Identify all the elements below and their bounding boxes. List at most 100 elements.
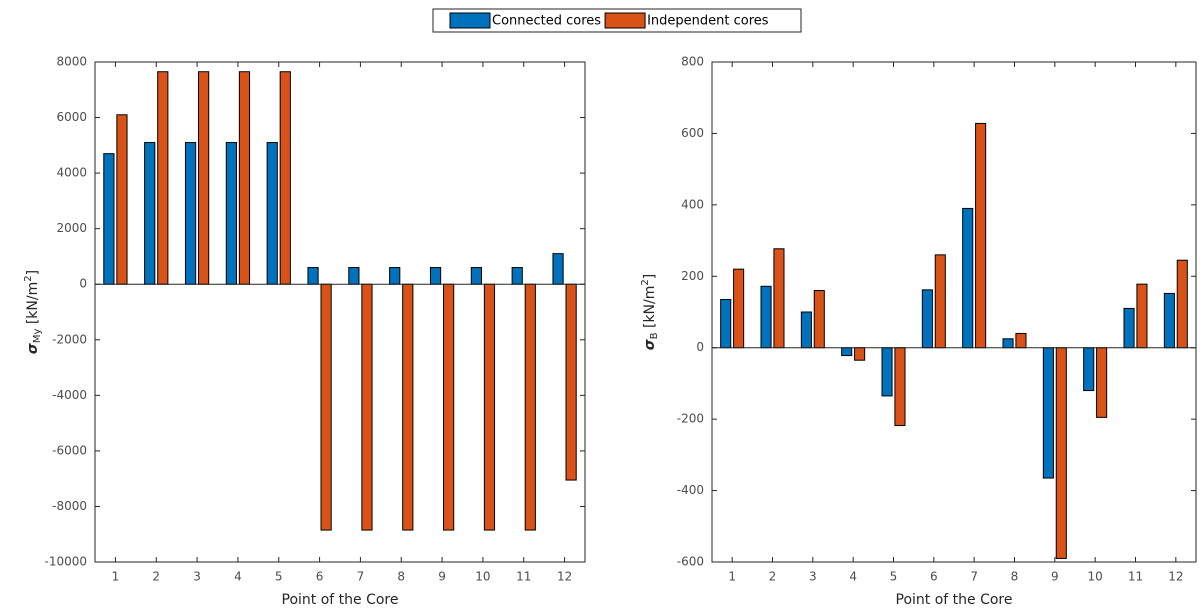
bar: [934, 254, 946, 349]
bar: [470, 267, 482, 285]
legend-label: Connected cores: [492, 14, 601, 29]
x-tick-label: 10: [475, 570, 490, 584]
y-label-unit: [kN/m: [25, 282, 41, 329]
bar: [894, 347, 906, 427]
y-tick-label: 4000: [56, 166, 87, 180]
bar: [443, 283, 455, 531]
x-tick-label: 10: [1088, 570, 1103, 584]
bar: [720, 299, 732, 349]
bar: [841, 347, 853, 357]
bar: [962, 207, 974, 349]
plot-area: [95, 62, 585, 562]
bar: [1015, 332, 1027, 349]
x-tick-label: 8: [1011, 570, 1019, 584]
bar: [921, 289, 933, 349]
x-tick-label: 6: [930, 570, 938, 584]
x-tick-label: 2: [769, 570, 777, 584]
y-tick-label: 400: [681, 197, 704, 211]
bar: [157, 71, 169, 285]
y-label-subscript: B: [649, 332, 660, 339]
y-tick-label: -8000: [52, 499, 87, 513]
bar: [184, 142, 197, 285]
bar: [1163, 292, 1175, 349]
y-tick-label: 8000: [56, 55, 87, 69]
y-tick-label: 800: [681, 55, 704, 69]
x-tick-label: 8: [397, 570, 405, 584]
bar: [144, 142, 156, 285]
bar: [1136, 283, 1148, 349]
bar: [279, 71, 291, 285]
x-tick-label: 9: [1051, 570, 1059, 584]
y-tick-label: 600: [681, 126, 704, 140]
bar: [975, 122, 987, 349]
x-axis-label: Point of the Core: [896, 592, 1013, 608]
bar: [116, 114, 128, 285]
legend: Connected cores Independent cores: [432, 8, 802, 33]
bar: [307, 267, 319, 285]
legend-swatch: [604, 12, 646, 29]
bar: [1096, 347, 1108, 418]
y-tick-label: -600: [677, 555, 704, 569]
y-tick-label: -200: [677, 412, 704, 426]
bar: [733, 268, 745, 349]
bar: [320, 283, 332, 531]
chart: -10000 -8000 -6000 -4000 -2000 0 2000 4000 6000 8…: [23, 55, 586, 608]
x-tick-label: 7: [357, 570, 365, 584]
y-tick-label: 6000: [56, 110, 87, 124]
x-tick-label: 1: [728, 570, 736, 584]
bar: [225, 142, 237, 285]
bar: [511, 267, 523, 285]
legend-swatch: [449, 12, 491, 29]
y-label-subscript: My: [32, 329, 43, 344]
y-label-close: ]: [25, 270, 41, 275]
x-tick-label: 12: [557, 570, 572, 584]
x-tick-label: 1: [112, 570, 120, 584]
bar: [565, 283, 577, 481]
x-tick-label: 3: [193, 570, 201, 584]
x-tick-label: 11: [1128, 570, 1143, 584]
bar: [266, 142, 278, 285]
y-tick-label: 200: [681, 269, 704, 283]
bar: [429, 267, 442, 285]
x-tick-label: 6: [316, 570, 324, 584]
bar: [103, 153, 115, 285]
bar: [238, 71, 251, 285]
y-label-symbol: σ: [25, 343, 41, 354]
y-axis-label: σB [kN/m2]: [640, 274, 660, 350]
bar: [361, 283, 373, 531]
x-tick-label: 5: [275, 570, 283, 584]
x-tick-label: 4: [234, 570, 242, 584]
x-axis-label: Point of the Core: [282, 592, 399, 608]
bar: [773, 248, 785, 349]
bar: [1176, 259, 1188, 349]
bar: [402, 283, 414, 531]
bar: [1123, 307, 1135, 349]
bar: [552, 253, 564, 285]
x-tick-label: 2: [152, 570, 160, 584]
y-tick-label: 0: [696, 340, 704, 354]
y-tick-label: 0: [79, 277, 87, 291]
y-label-unit: [kN/m: [642, 286, 658, 333]
bar: [348, 267, 360, 285]
y-label-power: 2: [640, 279, 651, 285]
x-tick-label: 3: [809, 570, 817, 584]
x-tick-label: 7: [970, 570, 978, 584]
bar: [1042, 347, 1054, 479]
bar: [1083, 347, 1095, 392]
x-tick-label: 5: [890, 570, 898, 584]
bar: [198, 71, 210, 285]
y-tick-label: -6000: [52, 443, 87, 457]
legend-label: Independent cores: [647, 14, 769, 29]
bar: [854, 347, 866, 361]
y-label-close: ]: [642, 274, 658, 279]
y-label-symbol: σ: [642, 339, 658, 350]
y-axis-label: σMy [kN/m2]: [23, 270, 43, 354]
x-tick-label: 12: [1168, 570, 1183, 584]
x-tick-label: 4: [849, 570, 857, 584]
plot-area: [712, 62, 1196, 562]
bar: [524, 283, 536, 531]
bar: [1055, 347, 1067, 559]
bar: [389, 267, 401, 285]
